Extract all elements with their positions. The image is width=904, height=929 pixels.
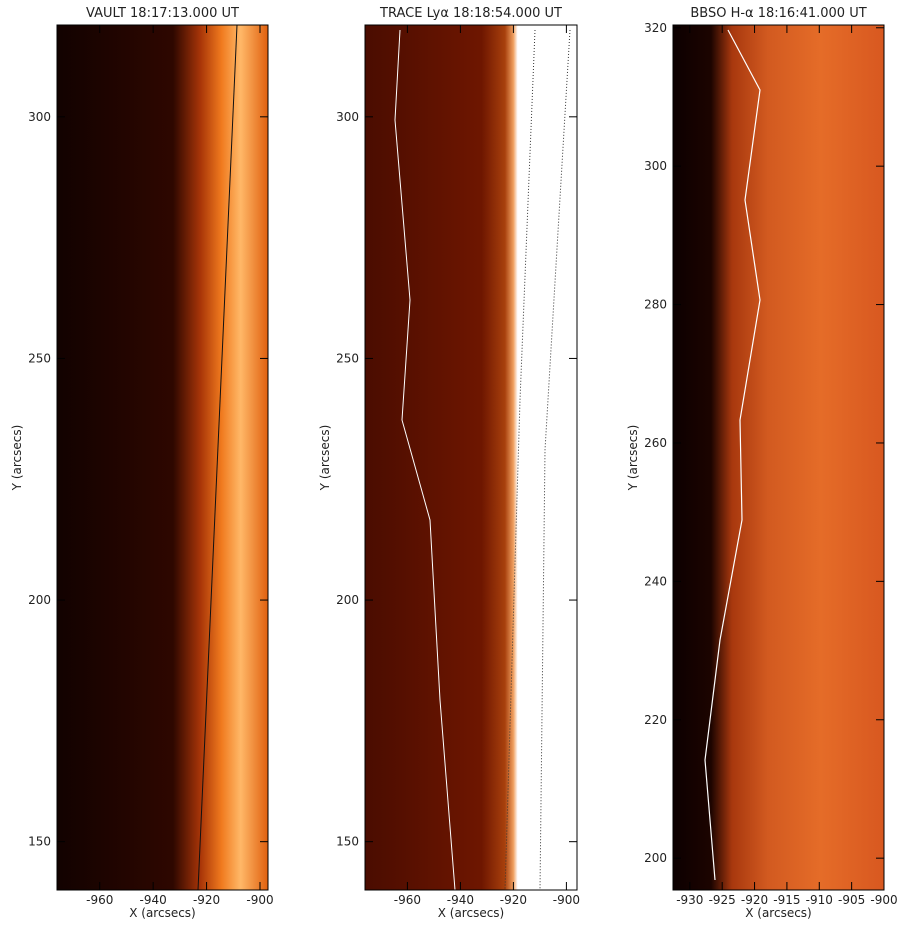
- y-tick-label: 280: [644, 298, 667, 312]
- y-tick-label: 300: [644, 159, 667, 173]
- image-panel: [365, 25, 577, 890]
- y-tick-label: 200: [28, 593, 51, 607]
- x-tick-label: -940: [140, 893, 167, 907]
- x-tick-label: -900: [553, 893, 580, 907]
- image-panel: [673, 25, 884, 890]
- y-tick-label: 200: [336, 593, 359, 607]
- contour: [394, 29, 456, 891]
- x-tick-label: -920: [500, 893, 527, 907]
- overlay-line: [197, 24, 238, 891]
- axes-frame: [56, 24, 269, 891]
- y-axis-label: Y (arcsecs): [10, 425, 24, 492]
- x-tick-label: -905: [838, 893, 865, 907]
- x-tick-label: -925: [709, 893, 736, 907]
- x-tick-label: -930: [676, 893, 703, 907]
- y-tick-label: 250: [28, 351, 51, 365]
- y-axis-label: Y (arcsecs): [626, 425, 640, 492]
- y-axis-label: Y (arcsecs): [318, 425, 332, 492]
- x-tick-label: -910: [806, 893, 833, 907]
- y-tick-label: 200: [644, 851, 667, 865]
- image-panel: [57, 25, 268, 890]
- y-tick-label: 300: [28, 110, 51, 124]
- x-tick-label: -915: [773, 893, 800, 907]
- x-tick-label: -960: [394, 893, 421, 907]
- x-tick-label: -900: [246, 893, 273, 907]
- y-tick-label: 220: [644, 713, 667, 727]
- contour: [504, 29, 536, 891]
- x-tick-label: -940: [447, 893, 474, 907]
- y-tick-label: 150: [336, 835, 359, 849]
- x-axis-label: X (arcsecs): [129, 906, 196, 920]
- y-tick-label: 260: [644, 436, 667, 450]
- x-tick-label: -920: [741, 893, 768, 907]
- panel-title: TRACE Lyα 18:18:54.000 UT: [379, 6, 562, 21]
- panel-title: VAULT 18:17:13.000 UT: [86, 6, 239, 21]
- contour: [539, 29, 571, 891]
- axes-frame: [364, 24, 578, 891]
- y-tick-label: 150: [28, 835, 51, 849]
- contour: [704, 29, 761, 881]
- x-tick-label: -900: [870, 893, 897, 907]
- axes-frame: [672, 24, 885, 891]
- x-axis-label: X (arcsecs): [745, 906, 812, 920]
- x-tick-label: -920: [193, 893, 220, 907]
- y-tick-label: 320: [644, 21, 667, 35]
- y-tick-label: 300: [336, 110, 359, 124]
- y-tick-label: 250: [336, 351, 359, 365]
- panel-title: BBSO H-α 18:16:41.000 UT: [690, 6, 866, 21]
- y-tick-label: 240: [644, 574, 667, 588]
- x-axis-label: X (arcsecs): [438, 906, 505, 920]
- x-tick-label: -960: [86, 893, 113, 907]
